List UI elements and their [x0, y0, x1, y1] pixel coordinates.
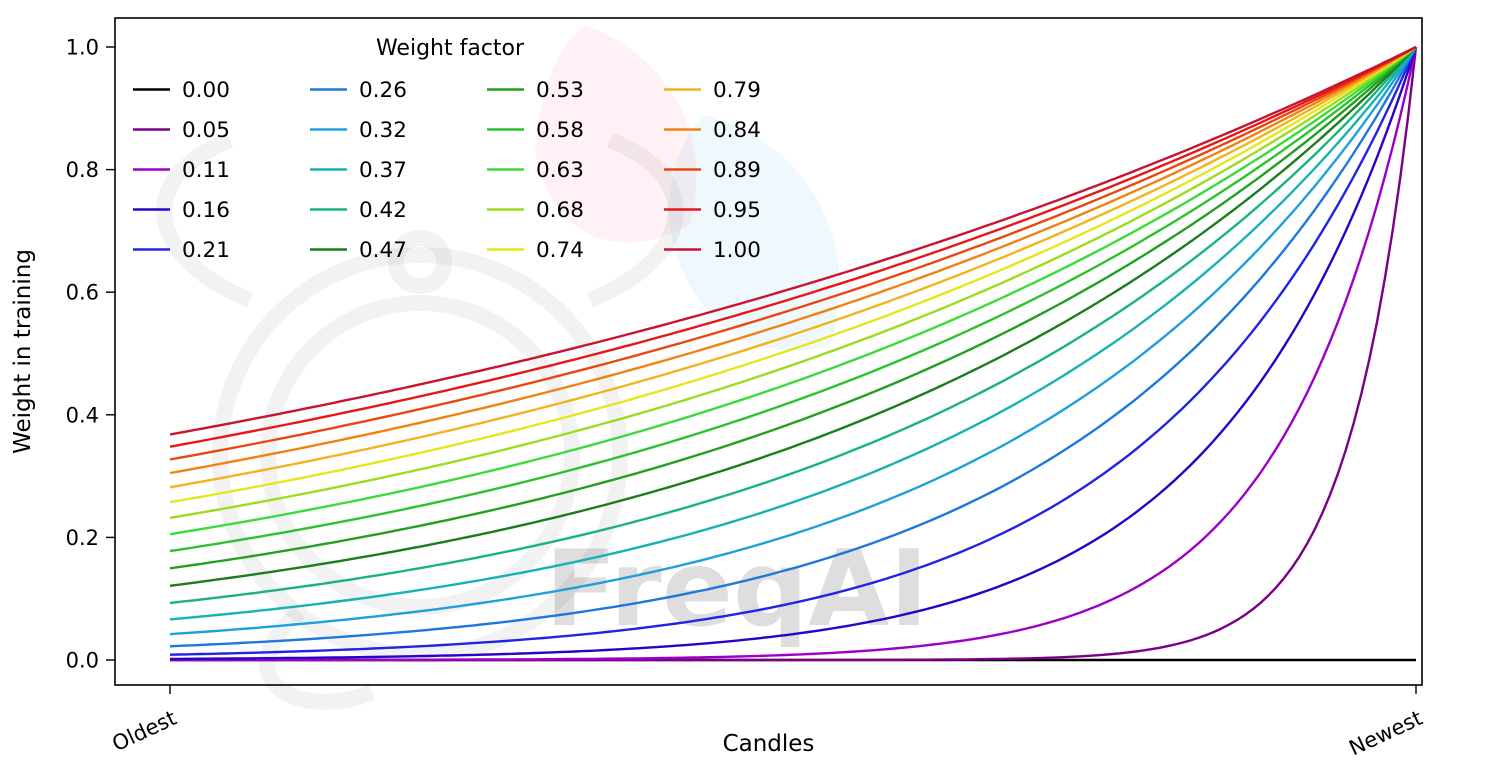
- legend-entry: 0.16: [133, 198, 230, 223]
- legend-label: 0.79: [713, 78, 761, 103]
- legend-label: 0.37: [359, 158, 407, 183]
- legend-entry: 0.05: [133, 118, 230, 143]
- legend-entry: 0.84: [664, 118, 761, 143]
- curve-0.58: [169, 46, 1417, 553]
- curve-0.37: [169, 46, 1417, 621]
- legend-label: 0.84: [713, 118, 761, 143]
- legend-entry: 0.00: [133, 78, 230, 103]
- legend-label: 0.26: [359, 78, 407, 103]
- curve-0.53: [169, 46, 1417, 570]
- curve-0.32: [169, 46, 1418, 636]
- legend-label: 0.95: [713, 198, 761, 223]
- legend-entry: 0.53: [487, 78, 584, 103]
- legend-label: 0.47: [359, 238, 407, 263]
- legend-entry: 0.21: [133, 238, 230, 263]
- legend-entry: 1.00: [664, 238, 761, 263]
- y-tick-label: 0.4: [66, 403, 99, 427]
- legend-label: 0.21: [182, 238, 230, 263]
- legend-entry: 0.68: [487, 198, 584, 223]
- x-tick-label: Newest: [1345, 706, 1426, 761]
- curve-0.26: [169, 46, 1418, 648]
- legend-label: 0.42: [359, 198, 407, 223]
- legend-entry: 0.79: [664, 78, 761, 103]
- legend-label: 0.16: [182, 198, 230, 223]
- y-tick-label: 1.0: [66, 36, 99, 60]
- curve-0.11: [170, 46, 1418, 662]
- watermark-text: FreqAI: [545, 528, 929, 650]
- y-axis-label: Weight in training: [10, 249, 36, 454]
- curve-0.68: [169, 46, 1417, 520]
- y-tick-label: 0.6: [66, 281, 99, 305]
- curve-0.42: [169, 46, 1417, 605]
- legend-entry: 0.37: [310, 158, 407, 183]
- curve-0.74: [169, 46, 1417, 504]
- legend-entry: 0.89: [664, 158, 761, 183]
- legend-label: 0.11: [182, 158, 230, 183]
- legend-entry: 0.32: [310, 118, 407, 143]
- y-tick-label: 0.8: [66, 158, 99, 182]
- legend-label: 0.63: [536, 158, 584, 183]
- legend-entry: 0.47: [310, 238, 407, 263]
- legend-label: 0.53: [536, 78, 584, 103]
- legend-label: 0.68: [536, 198, 584, 223]
- legend-title: Weight factor: [376, 36, 525, 61]
- legend-entry: 0.26: [310, 78, 407, 103]
- legend-label: 0.05: [182, 118, 230, 143]
- watermark-leaf-blue-icon: [668, 115, 840, 351]
- curve-0.84: [169, 45, 1417, 475]
- curve-0.89: [169, 45, 1417, 461]
- legend-label: 0.58: [536, 118, 584, 143]
- curve-0.63: [169, 46, 1417, 536]
- watermark-leaf-pink-icon: [535, 25, 697, 243]
- y-tick-label: 0.2: [66, 526, 99, 550]
- legend-entry: 0.74: [487, 238, 584, 263]
- x-tick-label: Oldest: [109, 706, 181, 756]
- legend-entry: 0.42: [310, 198, 407, 223]
- curve-0.47: [169, 46, 1417, 587]
- x-axis-label: Candles: [723, 731, 815, 757]
- legend-label: 0.32: [359, 118, 407, 143]
- legend-label: 1.00: [713, 238, 761, 263]
- curve-0.79: [169, 45, 1417, 489]
- legend-entry: 0.11: [133, 158, 230, 183]
- legend-label: 0.00: [182, 78, 230, 103]
- legend-label: 0.89: [713, 158, 761, 183]
- legend-entry: 0.63: [487, 158, 584, 183]
- curve-0.95: [169, 45, 1417, 448]
- legend-label: 0.74: [536, 238, 584, 263]
- curve-0.21: [169, 46, 1418, 656]
- y-tick-label: 0.0: [66, 649, 99, 673]
- legend-entry: 0.95: [664, 198, 761, 223]
- legend-entry: 0.58: [487, 118, 584, 143]
- curve-1.00: [169, 45, 1417, 436]
- plot-border: [114, 17, 1423, 686]
- curve-0.16: [170, 46, 1418, 661]
